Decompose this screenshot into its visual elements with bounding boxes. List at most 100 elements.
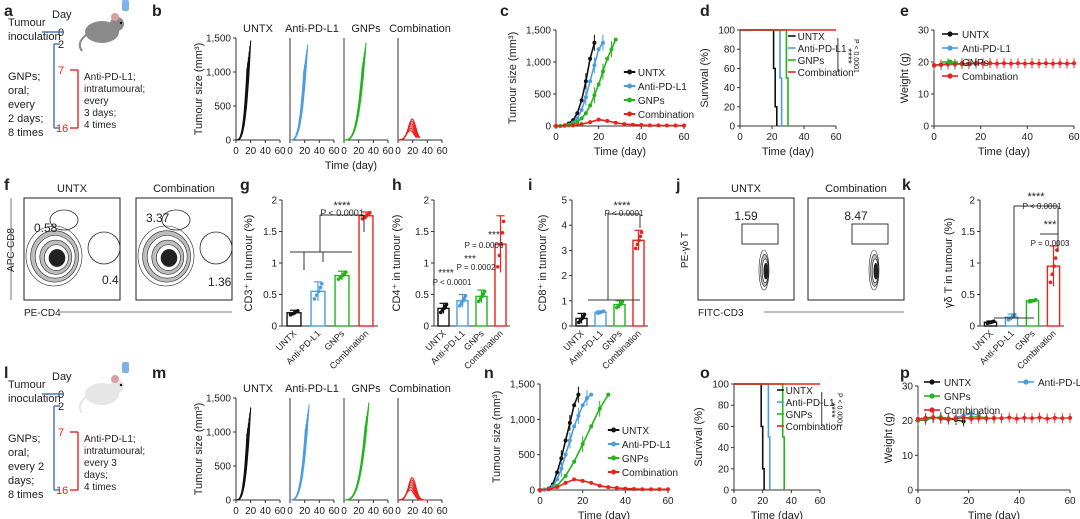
data-point: [1016, 61, 1020, 66]
legend-marker: [627, 97, 633, 103]
x-tick-label: 40: [260, 146, 272, 157]
x-tick-label: 20: [353, 146, 365, 157]
data-point: [600, 69, 605, 74]
data-point: [546, 487, 551, 492]
data-point: [596, 47, 601, 52]
gate: [161, 209, 191, 231]
legend-marker: [947, 59, 953, 65]
data-point: [563, 438, 568, 443]
y-tick-label: 4: [561, 221, 567, 232]
panel-letter: m: [152, 365, 166, 382]
gnp-text: oral;: [8, 85, 29, 97]
p-value: P < 0.0001: [852, 39, 859, 73]
facet-title: UNTX: [243, 23, 274, 35]
y-tick-label: 1: [271, 259, 277, 270]
gnp-text: GNPs;: [8, 433, 40, 445]
data-point: [1037, 61, 1041, 66]
data-point: [588, 56, 593, 61]
flow-frame: [697, 197, 795, 301]
data-point: [563, 452, 568, 457]
replicate-dot: [1050, 272, 1055, 277]
replicate-dot: [482, 289, 487, 294]
x-tick-label: 0: [341, 506, 347, 517]
p-value: P = 0.0006: [465, 241, 504, 250]
y-tick-label: 100: [712, 380, 729, 391]
data-point: [923, 415, 928, 420]
legend-label: UNTX: [622, 426, 650, 437]
y-tick-label: 0: [545, 122, 551, 133]
y-tick-label: 1,500: [206, 394, 231, 405]
data-point: [1002, 61, 1006, 66]
x-tick-label: 20: [407, 506, 419, 517]
legend-marker: [611, 427, 617, 433]
data-point: [575, 116, 580, 121]
data-point: [673, 123, 678, 128]
data-point: [999, 416, 1004, 421]
x-tick-label: 20: [245, 146, 257, 157]
data-point: [583, 79, 588, 84]
data-point: [538, 488, 542, 492]
day-label: Day: [52, 371, 72, 383]
y-tick-label: 60: [724, 64, 736, 75]
axis-label: FITC-CD3: [698, 308, 744, 319]
x-tick-label: 0: [737, 132, 743, 143]
replicate-dot: [495, 264, 500, 269]
x-tick-label: 20: [963, 496, 975, 507]
animal-curve: [290, 404, 310, 501]
p-value: P < 0.0001: [836, 393, 843, 427]
data-point: [567, 420, 572, 425]
y-axis-label: Tumour size (mm³): [507, 32, 519, 124]
significance-stars: ****: [333, 200, 351, 212]
axis-label: PE-CD4: [24, 308, 61, 319]
pdl1-text: intratumoural;: [84, 446, 145, 457]
data-point: [583, 111, 588, 116]
panel-letter: h: [392, 177, 402, 194]
replicate-dot: [1034, 297, 1038, 302]
legend-label: Anti-PD-L1: [786, 398, 835, 409]
y-axis-label: Survival (%): [699, 48, 711, 107]
bar: [632, 239, 645, 327]
y-axis-label: Weight (g): [899, 53, 911, 104]
data-point: [1022, 415, 1027, 420]
legend-marker: [947, 31, 953, 37]
x-axis-label: Time (day): [978, 146, 1030, 158]
survival-step: [734, 383, 786, 490]
data-point: [988, 61, 992, 66]
data-point: [562, 123, 567, 128]
significance-stars: ****: [842, 48, 853, 64]
data-point: [597, 483, 602, 488]
x-tick-label: 0: [731, 496, 737, 507]
data-point: [939, 62, 943, 67]
pdl1-text: 3 days;: [84, 108, 116, 119]
x-tick-label: 0: [395, 506, 401, 517]
animal-curve: [236, 40, 252, 141]
y-tick-label: 0: [529, 486, 535, 497]
replicate-dot: [633, 246, 638, 251]
legend-label: Anti-PD-L1: [962, 44, 1011, 55]
data-point: [559, 456, 564, 461]
legend-label: UNTX: [786, 386, 814, 397]
data-point: [1045, 416, 1050, 421]
animal-curve: [398, 476, 429, 501]
day-7: 7: [58, 65, 64, 77]
significance-stars: ****: [438, 268, 454, 279]
data-point: [606, 485, 611, 490]
pdl1-text: days;: [84, 470, 108, 481]
data-point: [995, 61, 999, 66]
data-point: [579, 108, 584, 112]
data-point: [592, 93, 597, 98]
y-tick-label: 1,000: [206, 68, 231, 79]
legend-marker: [611, 469, 617, 475]
x-tick-label: 40: [422, 146, 434, 157]
bar: [358, 215, 374, 327]
replicate-dot: [1048, 280, 1053, 285]
data-point: [1030, 61, 1034, 66]
y-tick-label: 30: [918, 26, 930, 37]
y-axis-label: CD4⁺ in tumour (%): [391, 215, 403, 312]
replicate-dot: [463, 293, 468, 298]
animal-curve: [398, 484, 427, 501]
x-tick-label: 20: [757, 496, 769, 507]
data-point: [960, 61, 964, 66]
y-tick-label: 1,000: [526, 58, 551, 69]
legend-label: Combination: [786, 422, 842, 433]
